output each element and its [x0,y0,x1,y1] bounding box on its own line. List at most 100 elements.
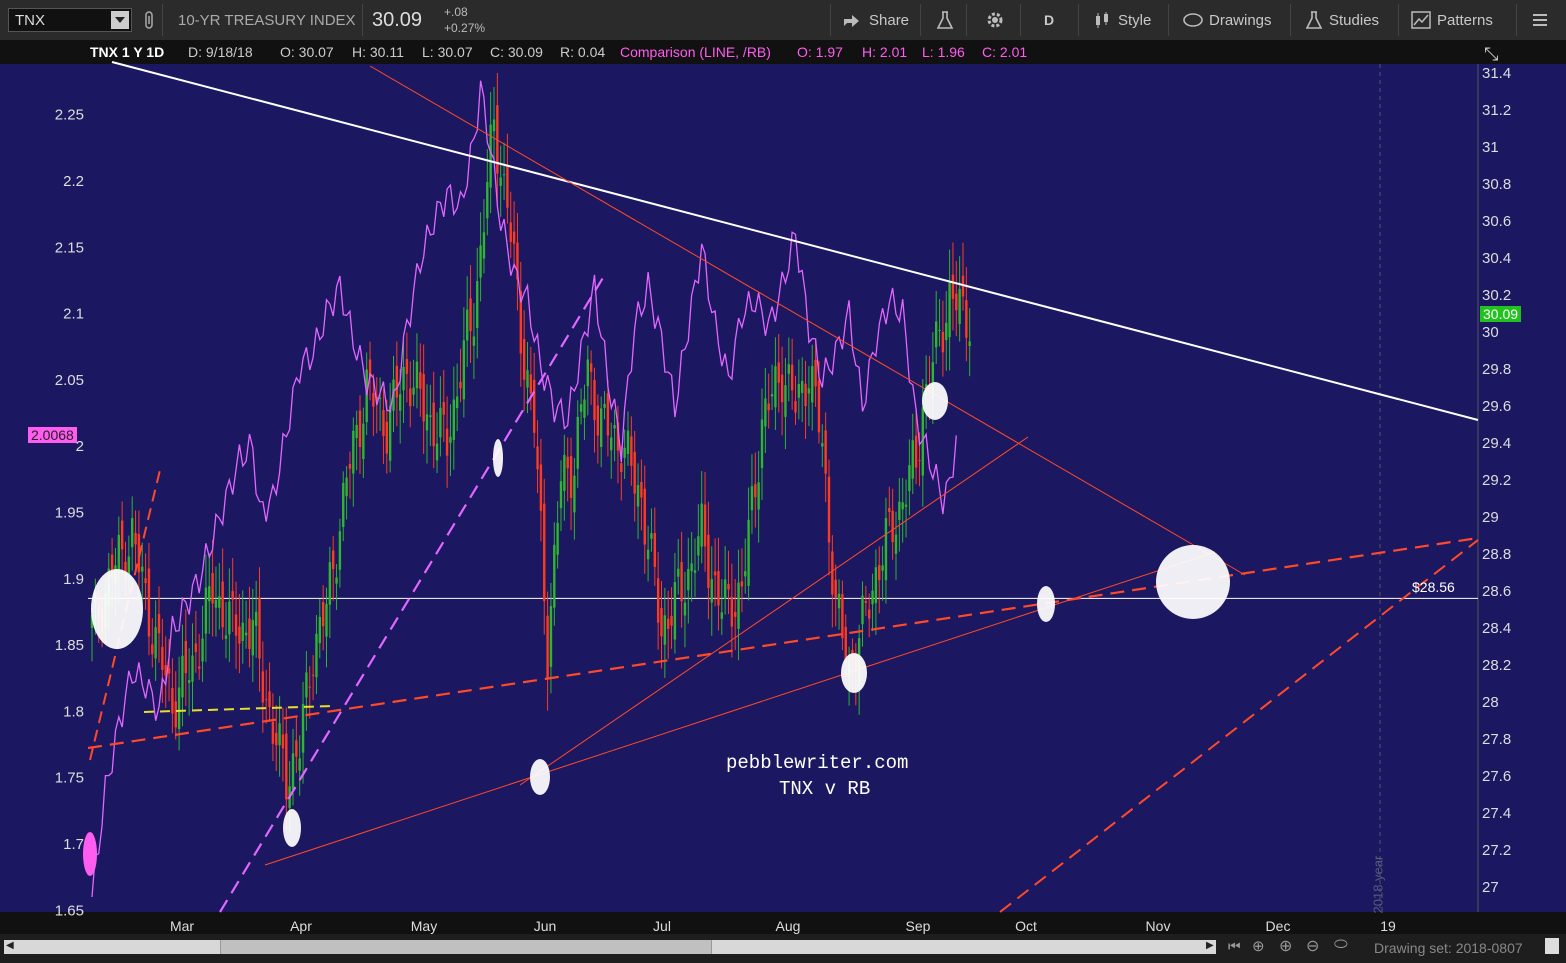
candle-body [321,602,325,627]
candle-body [576,416,579,469]
chart-title: TNX 1 Y 1D [90,44,165,60]
zoom-out-icon[interactable]: ⊖ [1306,938,1320,955]
candle-body [529,374,533,394]
candle-body [626,430,630,454]
comparison-label: Comparison (LINE, /RB) [620,44,771,60]
candle-body [405,359,409,374]
candle-body [271,721,275,744]
scroll-thumb[interactable] [220,940,712,954]
candle-body [941,331,945,353]
comparison-line [91,80,957,898]
share-button[interactable]: Share [842,0,909,40]
chart-area[interactable]: 31.4 31.2 31 30.8 30.6 30.4 30.2 30 29.8 29.6 29.4… [0,40,1566,934]
candle-body [723,579,727,599]
x-tick-label: 19 [1380,918,1396,934]
red-lower-line [264,551,1216,866]
comparison-price-badge: 2.0068 [28,427,77,443]
scroll-right-icon[interactable]: ▶ [1206,940,1214,951]
crosshair-icon[interactable]: ⊕ [1252,938,1265,955]
x-tick-label: Nov [1146,918,1171,934]
symbol-dropdown-icon[interactable] [111,11,129,29]
left-tick-label: 1.85 [55,637,84,654]
bottom-scrollbar[interactable]: ◀ ▶ ⏮ ⊕ ⊕ ⊖ ⬭ Drawing set: 2018-0807 [0,934,1566,963]
studies-flask-icon [1305,11,1323,29]
right-tick-label: 27 [1482,879,1499,896]
candle-body [187,680,191,684]
candle-body [646,549,650,560]
aggregation-button[interactable]: D [1044,12,1055,28]
candle-body [884,518,888,581]
style-button[interactable]: Style [1093,0,1151,40]
patterns-button[interactable]: Patterns [1411,0,1493,40]
candle-body [710,579,713,603]
candle-body [134,532,137,545]
drawings-button[interactable]: Drawings [1182,0,1272,40]
highlight-ellipse [530,759,550,795]
left-tick-label: 1.9 [63,571,84,588]
candle-body [965,300,968,338]
candle-body [683,602,687,616]
candle-body [874,567,878,604]
candle-body [559,481,563,509]
studies-button[interactable]: Studies [1305,0,1379,40]
candle-body [533,379,536,433]
candle-body [117,534,120,572]
x-tick-label: Sep [906,918,931,934]
candle-body [499,177,502,186]
red-dashed-channel-line [999,539,1479,913]
flask-icon[interactable] [936,0,954,40]
menu-icon[interactable] [1532,0,1548,40]
candle-body [174,701,177,728]
right-tick-label: 31.2 [1482,102,1511,119]
symbol-description: 10-YR TREASURY INDEX [178,11,356,29]
candle-body [181,655,184,698]
candle-body [566,456,569,469]
gear-icon[interactable] [985,0,1005,40]
candle-body [482,232,486,259]
candle-body [620,463,623,472]
candle-body [955,293,958,311]
candle-body [362,423,365,460]
candle-body [881,565,884,571]
candle-body [265,699,268,701]
candle-body [757,482,760,510]
candle-body [429,415,432,417]
candle-body [218,596,221,608]
left-axis-background [0,64,88,912]
link-icon[interactable] [142,0,156,40]
candle-body [147,568,151,637]
right-tick-label: 30.8 [1482,176,1511,193]
candle-body [841,594,844,639]
ellipse-zoom-icon[interactable]: ⬭ [1334,936,1348,953]
scroll-end-icon[interactable] [1545,938,1559,954]
highlight-ellipse [841,653,867,693]
red-dashed-support-line [87,536,1479,750]
symbol-input[interactable]: TNX [8,8,132,32]
candle-body [120,520,124,550]
rewind-icon[interactable]: ⏮ [1228,938,1241,954]
scroll-left-icon[interactable]: ◀ [6,940,14,951]
left-tick-label: 2.1 [63,306,84,323]
candle-body [730,596,734,627]
candle-body [214,599,218,608]
candle-body [221,581,224,628]
candle-body [281,734,285,749]
info-open: O: 30.07 [280,44,334,60]
left-tick-label: 1.75 [55,770,84,787]
candle-body [603,403,606,408]
candle-body [315,633,318,678]
candle-body [110,554,114,579]
zoom-in-icon[interactable]: ⊕ [1279,938,1293,955]
watermark-site: pebblewriter.com [726,752,909,774]
left-tick-label: 1.65 [55,902,84,919]
candle-body [154,627,157,659]
candle-body [278,723,281,746]
candle-body [402,366,405,391]
candle-body [311,674,315,676]
candle-body [455,396,459,409]
highlight-ellipse [1156,545,1230,619]
candle-body [275,732,278,746]
candle-body [737,582,740,629]
candle-body [258,597,261,659]
candle-body [422,374,425,422]
